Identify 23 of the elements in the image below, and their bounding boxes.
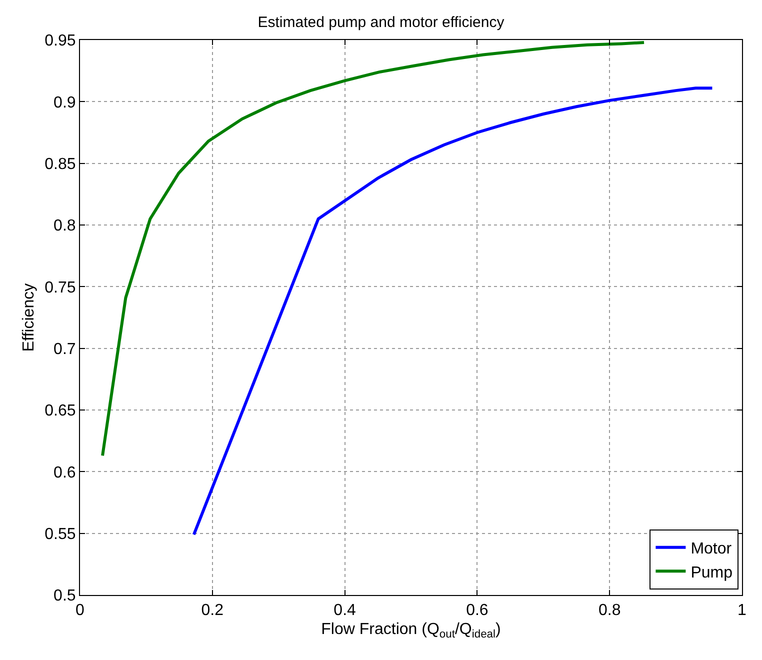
- y-tick-label: 0.75: [44, 279, 76, 296]
- x-tick-label: 0.4: [334, 602, 356, 620]
- y-tick-label: 0.85: [44, 156, 76, 173]
- y-tick-label: 0.7: [54, 340, 76, 358]
- y-tick-label: 0.5: [54, 588, 76, 605]
- line-series: [192, 86, 714, 536]
- x-tick-label: 0.6: [466, 602, 488, 620]
- legend-label: Pump: [690, 564, 733, 582]
- x-tick-label: 0: [76, 602, 85, 620]
- legend-label: Motor: [690, 540, 732, 558]
- y-tick-label: 0.65: [44, 402, 76, 420]
- y-axis-title: Efficiency: [20, 283, 38, 352]
- y-tick-label: 0.9: [54, 94, 76, 112]
- y-tick-label: 0.6: [54, 464, 76, 482]
- y-tick-label: 0.55: [44, 526, 76, 543]
- x-tick-label: 0.8: [598, 602, 621, 620]
- x-tick-label: 0.2: [201, 602, 224, 620]
- chart-title: Estimated pump and motor efficiency: [258, 14, 505, 31]
- y-tick-label: 0.95: [44, 32, 76, 50]
- line-series: [101, 40, 646, 458]
- y-tick-label: 0.8: [54, 218, 76, 235]
- x-axis-title: Flow Fraction (Q$_{out}$/Q$_{ideal}$): [321, 620, 501, 640]
- x-tick-label: 1: [738, 602, 747, 620]
